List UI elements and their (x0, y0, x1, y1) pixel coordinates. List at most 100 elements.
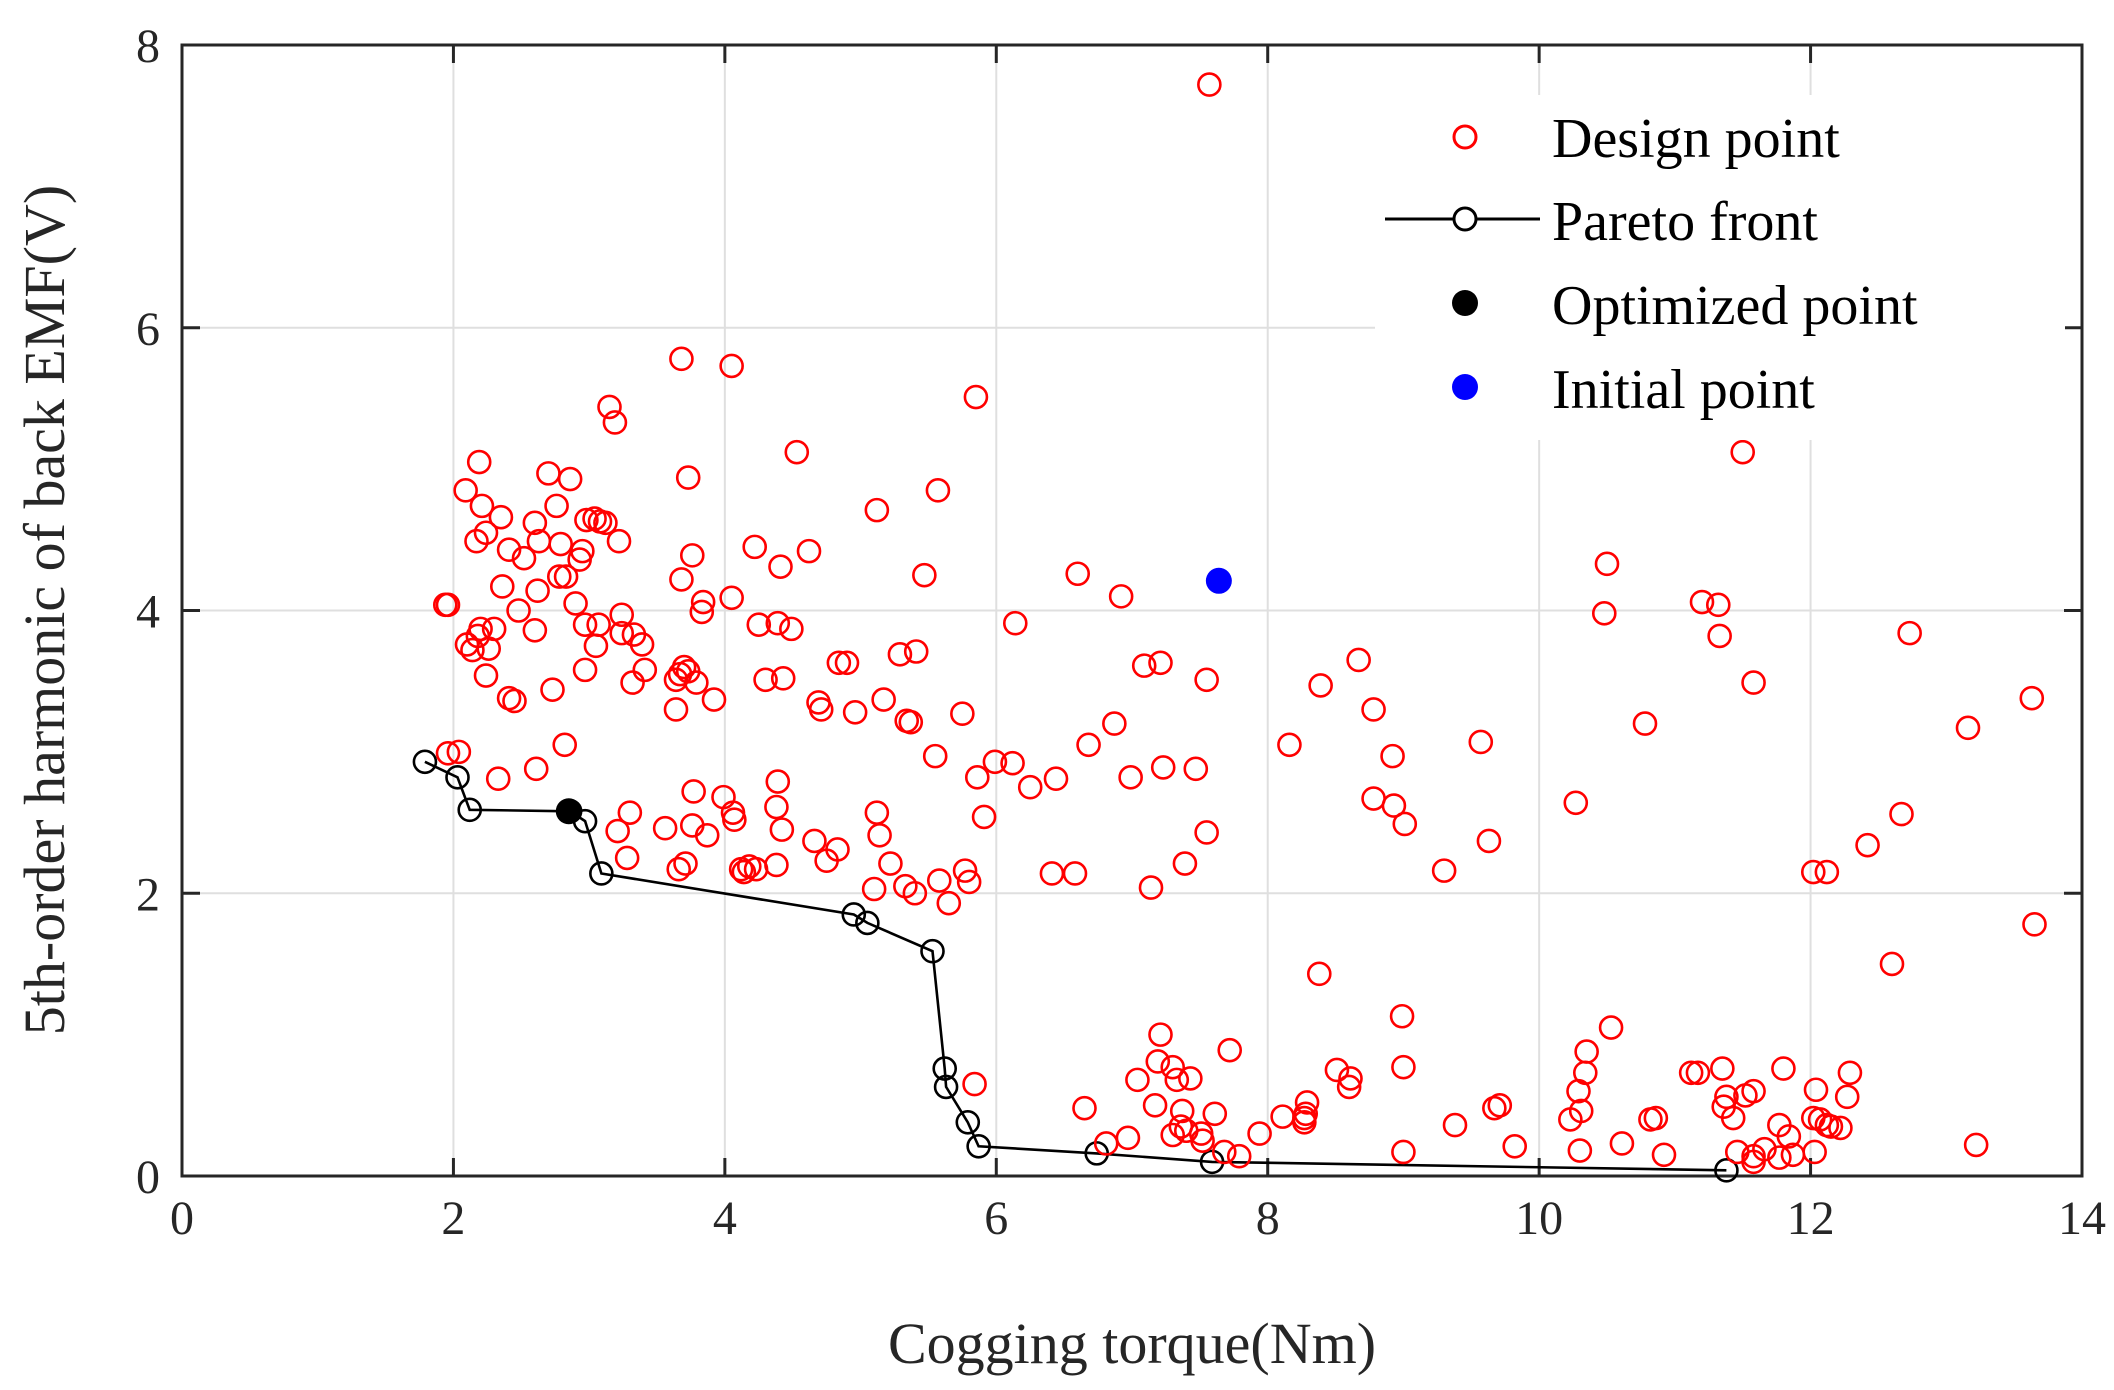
design-point (609, 602, 635, 628)
design-point (834, 650, 860, 676)
design-point (1767, 1145, 1792, 1170)
design-point (496, 537, 522, 563)
design-point (1558, 1107, 1583, 1132)
design-point (768, 554, 793, 579)
x-tick-label: 14 (2058, 1192, 2106, 1245)
design-point (1643, 1105, 1669, 1131)
design-point (1150, 755, 1176, 780)
design-point (1306, 961, 1332, 987)
design-point (1814, 859, 1840, 885)
design-point (826, 650, 852, 676)
design-point (802, 828, 827, 854)
design-point (446, 739, 472, 765)
initial-point (1205, 567, 1232, 594)
design-point (617, 800, 643, 825)
design-point (887, 642, 913, 667)
design-point (1828, 1115, 1853, 1141)
design-point (1169, 1098, 1195, 1124)
x-axis-title: Cogging torque(Nm) (888, 1311, 1376, 1376)
x-tick-label: 6 (984, 1192, 1008, 1245)
design-point (922, 743, 948, 769)
design-point (731, 859, 757, 885)
legend-marker-pareto (1452, 206, 1478, 232)
design-point (523, 756, 549, 782)
design-point (1502, 1134, 1528, 1159)
design-point (1142, 1093, 1168, 1118)
design-point (1294, 1090, 1320, 1115)
legend-label-design: Design point (1552, 108, 1840, 170)
design-point (1476, 828, 1502, 854)
y-tick-label: 0 (136, 1151, 160, 1204)
design-point (1217, 1037, 1243, 1063)
design-point (719, 353, 744, 379)
optimized-point (555, 798, 582, 825)
design-point (2019, 685, 2045, 711)
design-point (779, 616, 804, 642)
design-point (1609, 1131, 1635, 1156)
design-point (1062, 861, 1088, 886)
design-point (502, 688, 527, 714)
design-point (1138, 875, 1164, 900)
design-point (506, 598, 531, 623)
design-point (572, 657, 598, 683)
design-point (867, 822, 892, 848)
design-point (1076, 732, 1101, 758)
design-point (1148, 650, 1173, 676)
design-point (525, 578, 550, 604)
design-point (473, 663, 499, 688)
y-axis-title: 5th-order harmonic of back EMF(V) (12, 185, 77, 1035)
design-point (1160, 1054, 1186, 1080)
design-point (1889, 801, 1914, 827)
design-point (574, 507, 599, 533)
design-point (1855, 832, 1880, 858)
design-point (1800, 859, 1826, 885)
design-point (1442, 1112, 1468, 1138)
design-point (1361, 697, 1386, 722)
x-tick-label: 2 (441, 1192, 465, 1245)
design-point (1202, 1101, 1228, 1127)
design-point (753, 667, 778, 693)
design-point (609, 620, 635, 646)
design-point (1678, 1060, 1704, 1086)
design-point (476, 636, 502, 661)
design-point (1834, 1084, 1860, 1110)
design-point (722, 807, 747, 833)
design-point (1226, 1143, 1252, 1169)
design-point (652, 815, 678, 841)
design-point (673, 851, 698, 876)
design-point (488, 504, 514, 530)
design-point (1566, 1078, 1591, 1104)
design-point (485, 766, 511, 792)
design-point (583, 633, 609, 659)
design-point (1567, 1138, 1593, 1163)
design-point (602, 410, 628, 435)
legend-label-pareto: Pareto front (1552, 191, 1818, 253)
design-point (522, 617, 548, 643)
design-point (1730, 439, 1756, 465)
design-point (1346, 647, 1371, 673)
design-point (1468, 729, 1494, 755)
design-point (1591, 601, 1617, 626)
y-tick-label: 6 (136, 303, 160, 356)
design-point (963, 384, 989, 410)
design-point (552, 732, 578, 758)
design-point (742, 534, 768, 560)
design-point-series (432, 72, 2047, 1175)
design-point (593, 510, 618, 536)
design-point (982, 749, 1008, 775)
design-point (1380, 743, 1405, 769)
design-point (669, 346, 694, 372)
design-point (1381, 793, 1407, 818)
legend-label-initial: Initial point (1552, 359, 1815, 421)
design-point (669, 567, 694, 592)
design-point (1391, 1139, 1416, 1165)
design-point (784, 439, 810, 465)
design-point (864, 497, 890, 523)
design-point (878, 851, 903, 876)
design-point (1776, 1124, 1802, 1149)
design-point (1043, 766, 1069, 792)
pareto-point (412, 749, 438, 775)
design-point (1093, 1131, 1119, 1156)
design-point (808, 697, 834, 722)
